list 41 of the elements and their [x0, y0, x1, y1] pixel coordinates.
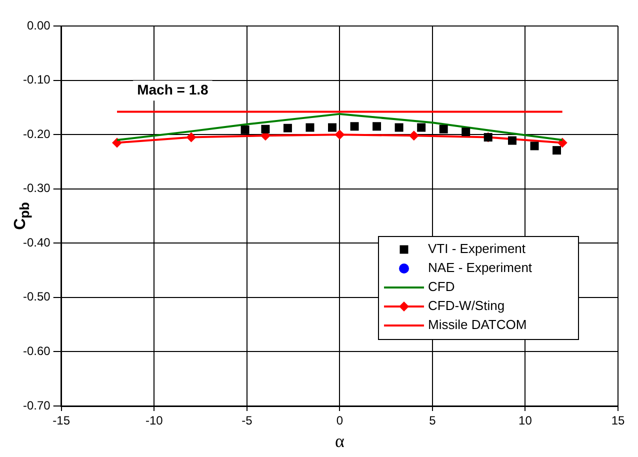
point — [306, 123, 314, 132]
legend-label: VTI - Experiment — [428, 241, 526, 256]
point — [552, 146, 562, 155]
point — [372, 122, 382, 131]
point — [328, 123, 336, 132]
y-tick-label: -0.70 — [22, 398, 51, 412]
point — [417, 123, 426, 132]
point — [350, 122, 359, 131]
point — [508, 136, 516, 145]
point — [186, 132, 196, 142]
point — [394, 123, 404, 132]
legend-label: CFD — [428, 279, 455, 294]
point — [334, 130, 345, 140]
point — [283, 124, 292, 132]
y-tick-label: -0.60 — [22, 344, 51, 358]
x-tick-label: 5 — [429, 414, 436, 428]
point — [408, 130, 419, 141]
legend-label: CFD-W/Sting — [428, 298, 505, 314]
point — [530, 142, 539, 150]
point — [462, 128, 470, 136]
y-tick-label: -0.50 — [22, 290, 51, 304]
legend-label: Missile DATCOM — [428, 317, 527, 332]
point — [240, 125, 250, 134]
point — [557, 138, 568, 148]
x-tick-label: 15 — [611, 414, 625, 428]
x-axis-title: α — [334, 430, 345, 451]
legend-label: NAE - Experiment — [428, 260, 532, 276]
y-tick-label: 0.00 — [26, 18, 51, 32]
annotation: Mach = 1.8 — [137, 81, 208, 98]
point — [112, 138, 122, 148]
y-tick-label: -0.10 — [22, 72, 51, 87]
x-tick-label: 0 — [336, 414, 344, 428]
x-tick-label: -10 — [145, 414, 164, 428]
y-tick-label: -0.20 — [22, 126, 51, 141]
x-tick-label: 10 — [518, 414, 532, 428]
y-tick-label: -0.40 — [22, 235, 51, 250]
x-tick-label: -5 — [242, 414, 253, 428]
y-tick-label: -0.30 — [22, 181, 51, 196]
point — [439, 124, 448, 134]
x-tick-label: -15 — [52, 414, 70, 428]
point — [261, 124, 270, 134]
